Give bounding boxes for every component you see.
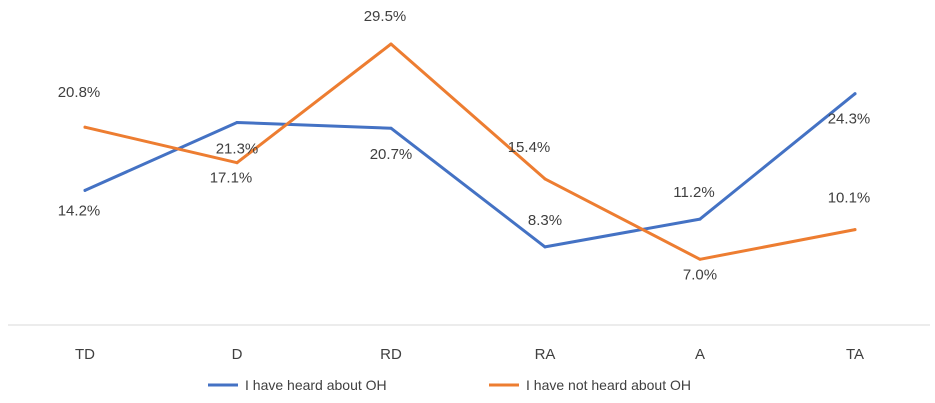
series-line-1 [83, 42, 857, 261]
data-label: 11.2% [673, 184, 714, 201]
data-point [853, 228, 857, 232]
data-label: 15.4% [508, 139, 551, 156]
x-tick-label: TA [846, 346, 864, 363]
data-label: 21.3% [216, 141, 259, 158]
x-tick-label: D [232, 346, 243, 363]
data-label: 29.5% [364, 8, 407, 25]
data-label: 10.1% [828, 190, 871, 207]
x-tick-label: A [695, 346, 705, 363]
x-tick-label: TD [75, 346, 95, 363]
data-point [235, 121, 239, 124]
data-label: 17.1% [210, 170, 253, 187]
data-point [389, 126, 393, 130]
data-label: 20.8% [58, 84, 101, 101]
data-point [83, 125, 87, 129]
x-tick-label: RA [535, 346, 556, 363]
legend: I have heard about OH I have not heard ab… [208, 377, 691, 393]
data-labels: 14.2% 21.3% 20.7% 8.3% 11.2% 24.3% 20.8% 17.1% 2… [58, 8, 871, 283]
data-label: 20.7% [370, 146, 413, 163]
data-label: 14.2% [58, 202, 101, 219]
data-point [543, 245, 547, 249]
data-point [543, 177, 547, 181]
data-point [853, 92, 857, 96]
data-point [389, 42, 393, 46]
data-point [698, 257, 702, 261]
data-point [698, 217, 702, 221]
x-tick-label: RD [380, 346, 402, 363]
data-label: 24.3% [828, 111, 871, 128]
data-point [235, 161, 239, 165]
data-label: 8.3% [528, 212, 562, 229]
legend-label: I have heard about OH [245, 377, 387, 393]
series-lines [83, 42, 857, 261]
legend-label: I have not heard about OH [526, 377, 691, 393]
data-label: 7.0% [683, 266, 717, 283]
series-line-0 [83, 92, 857, 249]
data-point [83, 188, 87, 192]
x-axis-ticks: TD D RD RA A TA [75, 346, 864, 363]
